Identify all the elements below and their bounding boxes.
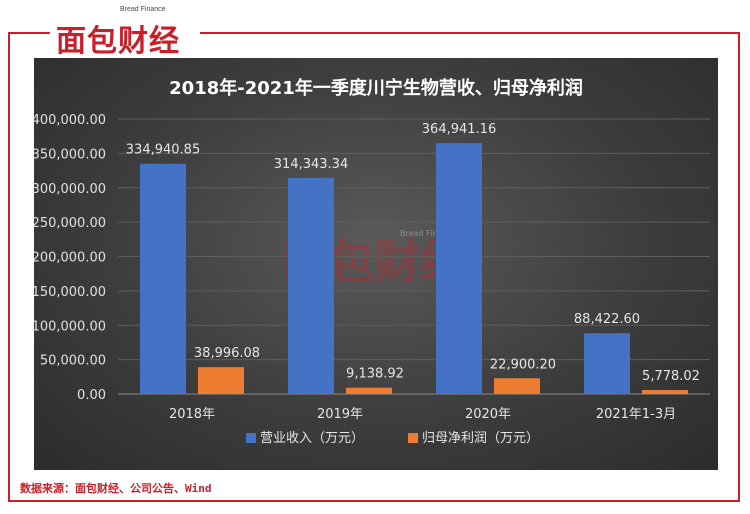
x-tick-label: 2018年	[169, 407, 215, 422]
net-profit-bar	[642, 390, 688, 394]
data-label: 38,996.08	[194, 346, 260, 361]
legend-item: 归母净利润（万元）	[408, 431, 539, 446]
x-axis: 2018年 2019年 2020年 2021年1-3月	[169, 407, 676, 422]
data-label: 9,138.92	[346, 367, 404, 382]
chart-title: 2018年-2021年一季度川宁生物营收、归母净利润	[169, 77, 583, 99]
y-tick-label: 200,000.00	[34, 251, 106, 266]
data-label: 314,343.34	[274, 157, 348, 172]
report-frame	[8, 32, 740, 502]
y-tick-label: 400,000.00	[34, 113, 106, 128]
data-label: 88,422.60	[574, 312, 640, 327]
legend-label: 归母净利润（万元）	[422, 431, 539, 446]
net-profit-bar	[346, 387, 392, 394]
bar-chart: 面包财经 Bread Finance 2018年-2021年一季度川宁生物营收、…	[32, 77, 710, 446]
y-tick-label: 100,000.00	[34, 319, 106, 334]
y-tick-label: 300,000.00	[34, 182, 106, 197]
legend-swatch	[246, 433, 256, 443]
revenue-bar	[288, 177, 334, 394]
watermark-logo-subtitle: Bread Finance	[400, 229, 457, 238]
data-label: 334,940.85	[126, 143, 200, 158]
x-tick-label: 2020年	[465, 407, 511, 422]
revenue-bar	[584, 333, 630, 394]
brand-logo-text: 面包财经	[56, 24, 180, 59]
legend: 营业收入（万元） 归母净利润（万元）	[246, 431, 539, 446]
chart-panel: 面包财经 Bread Finance 2018年-2021年一季度川宁生物营收、…	[32, 58, 718, 470]
revenue-bar	[436, 143, 482, 394]
data-label: 22,900.20	[490, 357, 556, 372]
y-axis: 0.00 50,000.00 100,000.00 150,000.00 200,000…	[32, 113, 106, 403]
brand-logo-subtitle: Bread Finance	[120, 6, 166, 13]
y-tick-label: 350,000.00	[34, 147, 106, 162]
net-profit-bar	[198, 367, 244, 394]
y-tick-label: 150,000.00	[34, 285, 106, 300]
data-label: 364,941.16	[422, 122, 496, 137]
legend-label: 营业收入（万元）	[260, 431, 364, 446]
y-tick-label: 50,000.00	[40, 354, 106, 369]
y-tick-label: 0.00	[77, 388, 106, 403]
revenue-bar	[140, 163, 186, 394]
data-label: 5,778.02	[642, 369, 700, 384]
x-tick-label: 2021年1-3月	[596, 407, 676, 422]
net-profit-bar	[494, 378, 540, 394]
y-tick-label: 250,000.00	[34, 216, 106, 231]
brand-logo: Bread Finance 面包财经	[50, 6, 200, 59]
data-source-note: 数据来源：面包财经、公司公告、Wind	[20, 482, 212, 495]
x-tick-label: 2019年	[317, 407, 363, 422]
bars: 334,940.85 38,996.08 314,343.34 9,138.92 364…	[126, 122, 700, 394]
legend-item: 营业收入（万元）	[246, 431, 364, 446]
legend-swatch	[408, 433, 418, 443]
